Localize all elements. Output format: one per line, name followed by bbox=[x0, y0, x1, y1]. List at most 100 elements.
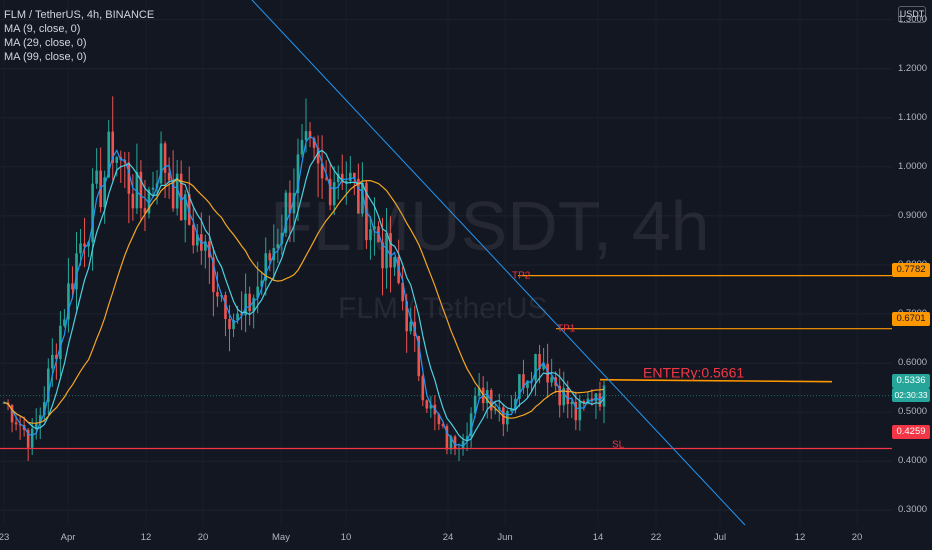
candle-body bbox=[493, 409, 497, 411]
candle-body bbox=[175, 173, 179, 209]
candle-body bbox=[534, 354, 537, 381]
candle-body bbox=[240, 313, 243, 316]
legend-ma29[interactable]: MA (29, close, 0) bbox=[4, 37, 87, 49]
candle-body bbox=[276, 244, 280, 249]
candle-body bbox=[409, 321, 413, 332]
candle-body bbox=[163, 143, 167, 173]
candle-body bbox=[10, 404, 14, 423]
overlays: TP2 TP1 ENTERy:0.5661 SL bbox=[0, 0, 892, 526]
candle-body bbox=[417, 335, 421, 377]
candle-body bbox=[312, 138, 316, 148]
candle-body bbox=[167, 172, 171, 181]
legend-ma9[interactable]: MA (9, close, 0) bbox=[4, 23, 81, 35]
candle-body bbox=[67, 283, 70, 320]
candle-body bbox=[340, 173, 344, 183]
candle-body bbox=[461, 440, 465, 449]
candle-body bbox=[300, 140, 304, 155]
candle-body bbox=[542, 363, 545, 370]
tp1-label: TP1 bbox=[557, 324, 576, 335]
x-tick-label: 12 bbox=[140, 532, 152, 543]
legend-ma99[interactable]: MA (99, close, 0) bbox=[4, 51, 87, 63]
tp2-label: TP2 bbox=[512, 271, 531, 282]
candle-body bbox=[357, 178, 360, 214]
candle-body bbox=[590, 398, 594, 402]
candle-body bbox=[453, 436, 457, 450]
ma-fast-line bbox=[3, 135, 605, 447]
tp2-price-tag: 0.7782 bbox=[892, 263, 930, 277]
candle-body bbox=[14, 422, 18, 425]
candle-body bbox=[252, 297, 255, 312]
candle-body bbox=[369, 229, 372, 241]
candle-body bbox=[514, 398, 517, 409]
candle-body bbox=[336, 173, 340, 183]
candle-body bbox=[244, 293, 247, 316]
entry-label: ENTERy:0.5661 bbox=[643, 365, 744, 381]
tp1-price-tag: 0.6701 bbox=[892, 312, 930, 326]
watermark-symbol: FLMUSDT, 4h bbox=[270, 187, 710, 265]
sl-label: SL bbox=[612, 440, 625, 451]
candle-body bbox=[574, 401, 578, 421]
candle-body bbox=[308, 131, 312, 139]
ma-mid-line bbox=[3, 149, 605, 442]
trendline bbox=[251, 0, 746, 526]
candle-body bbox=[353, 172, 356, 179]
candle-body bbox=[179, 173, 183, 221]
candle-body bbox=[51, 354, 54, 369]
currency-label[interactable]: USDT bbox=[898, 6, 926, 23]
candle-body bbox=[63, 319, 66, 326]
candle-body bbox=[187, 194, 191, 225]
candle-body bbox=[469, 413, 473, 437]
x-tick-label: Jul bbox=[713, 532, 727, 543]
candle-body bbox=[42, 402, 46, 416]
candle-body bbox=[147, 189, 151, 214]
candle-body bbox=[332, 182, 336, 206]
candle-body bbox=[18, 424, 22, 426]
candle-body bbox=[401, 282, 404, 302]
candle-body bbox=[381, 242, 384, 269]
candle-body bbox=[324, 178, 328, 180]
candle-body bbox=[248, 293, 251, 312]
candle-body bbox=[522, 374, 525, 389]
candle-body bbox=[236, 313, 239, 321]
candle-body bbox=[264, 253, 268, 281]
candle-body bbox=[373, 226, 376, 230]
y-tick-label: 0.9000 bbox=[898, 209, 928, 221]
chart-legend: FLM / TetherUS, 4h, BINANCE MA (9, close… bbox=[4, 8, 154, 64]
y-tick-label: 1.0000 bbox=[898, 160, 928, 172]
candle-body bbox=[518, 374, 521, 399]
candle-body bbox=[304, 131, 308, 141]
candle-body bbox=[159, 143, 163, 184]
x-tick-label: 20 bbox=[851, 532, 863, 543]
candle-body bbox=[361, 182, 364, 214]
legend-symbol[interactable]: FLM / TetherUS, 4h, BINANCE bbox=[4, 9, 155, 21]
candle-body bbox=[550, 377, 553, 383]
candle-body bbox=[75, 253, 78, 290]
candle-body bbox=[473, 395, 477, 414]
candle-body bbox=[582, 401, 586, 403]
candle-body bbox=[570, 401, 574, 405]
candle-body bbox=[83, 243, 86, 247]
candle-body bbox=[465, 436, 469, 441]
candle-body bbox=[441, 424, 445, 427]
candle-body bbox=[526, 380, 529, 389]
x-tick-label: 14 bbox=[592, 532, 604, 543]
candle-body bbox=[485, 390, 489, 404]
candle-body bbox=[316, 147, 320, 164]
last-price-tag: 0.5336 bbox=[892, 374, 930, 388]
x-tick-label: Apr bbox=[60, 532, 76, 543]
y-tick-label: 1.2000 bbox=[898, 62, 928, 74]
watermark-pair: FLM / TetherUS bbox=[338, 292, 548, 325]
candle-body bbox=[30, 428, 34, 448]
candle-body bbox=[280, 232, 284, 245]
candle-body bbox=[344, 180, 348, 183]
candle-body bbox=[421, 376, 425, 401]
candle-body bbox=[437, 414, 441, 425]
candle-body bbox=[111, 131, 115, 163]
candle-body bbox=[191, 224, 195, 246]
x-tick-label: 12 bbox=[794, 532, 806, 543]
candle-body bbox=[95, 170, 98, 184]
candle-body bbox=[320, 163, 324, 179]
candle-body bbox=[349, 172, 352, 181]
countdown-tag: 02:30:33 bbox=[892, 388, 930, 402]
